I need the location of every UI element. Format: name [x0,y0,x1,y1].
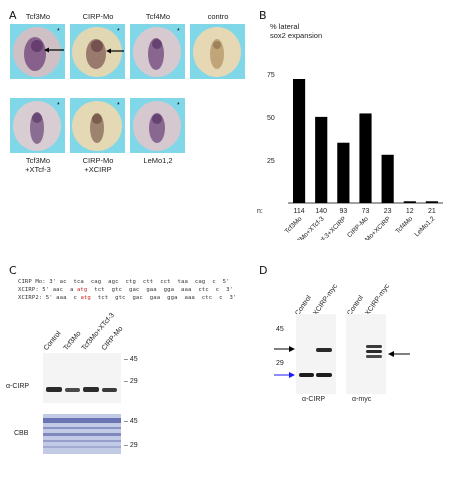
marker-tick-45-top: – 45 [124,356,138,363]
lane-label-tcf3mo: Tcf3Mo [62,330,83,352]
western-blot-d-acirp [296,314,336,394]
lane-label-control: Control [42,330,63,352]
sequence-alignment: CIRP Mo: 3' ac tca cag agc ctg ctt cct t… [18,279,243,303]
marker-tick-29-top: – 29 [124,378,138,385]
bar [359,113,372,203]
category-tick-label: Tcf4Mo [394,215,414,235]
n-value-label: 73 [362,208,370,215]
blot-label-d-acirp: α-CIRP [302,396,326,403]
n-prefix-label: n: [257,208,263,215]
bar [425,201,439,203]
marker-d-45: 45 [276,326,284,333]
panel-b-letter: B [259,9,267,22]
blot-label-d-amyc: α-myc [352,396,372,403]
tile-label-control: contro [207,12,229,21]
tile-label-tcf4mo: Tcf4Mo [145,12,171,21]
embryo-image-control [190,24,245,79]
blot-label-acirp: α-CIRP [6,383,30,390]
tile-label-tcf3mo: Tcf3Mo [25,12,51,21]
embryo-image-tcf4mo: * [130,24,185,79]
svg-text:*: * [117,102,120,109]
bar [292,79,306,203]
bar [403,201,416,203]
chart-ylabel-line1: % lateral [270,22,300,31]
svg-text:*: * [57,28,60,35]
y-tick-label: 50 [267,115,275,122]
arrow-black-left [274,346,295,352]
marker-d-29: 29 [276,360,284,367]
tile-label-lemo: LeMo1,2 [143,156,173,165]
cbb-stained-gel [43,414,121,454]
panel-d-letter: D [259,264,268,277]
chart-ylabel-line2: sox2 expansion [270,31,323,40]
svg-text:*: * [177,102,180,109]
n-value-label: 23 [384,208,392,215]
lane-label-d-xcirpmyc-left: XCIRP-myc [312,283,339,317]
embryo-image-cirpmo: * [70,24,125,79]
n-value-label: 93 [339,208,347,215]
western-blot-cirp [43,353,121,403]
panel-c-letter: C [9,264,17,277]
y-tick-label: 25 [267,158,275,165]
embryo-image-tcf3mo: * [10,24,65,79]
svg-text:*: * [177,28,180,35]
svg-text:*: * [57,102,60,109]
n-value-label: 12 [406,208,414,215]
seq-row-xcirp: XCIRP: 5' aac a atg tct gtc gac gaa gga … [18,287,234,293]
n-value-label: 21 [428,208,436,215]
seq-row-xcirp2: XCIRP2: 5' aaa c atg tct gtc gac gaa gga… [18,295,237,301]
embryo-image-lemo: * [130,98,185,153]
panel-a-letter: A [9,9,17,22]
svg-text:*: * [117,28,120,35]
lane-label-d-xcirpmyc-right: XCIRP-myc [364,283,391,317]
bar [337,142,350,203]
bar [381,154,394,203]
embryo-image-cirpmo-rescue: * [70,98,125,153]
tile-label-cirpmo-rescue: CIRP-Mo +XCIRP [82,156,114,174]
n-value-label: 114 [293,208,304,215]
arrow-black-right [388,351,410,357]
arrow-blue-left [274,372,295,378]
marker-tick-45-bottom: – 45 [124,418,138,425]
embryo-image-tcf3mo-rescue: * [10,98,65,153]
gel-label-cbb: CBB [14,430,29,437]
marker-tick-29-bottom: – 29 [124,442,138,449]
tile-label-cirpmo: CIRP-Mo [82,12,114,21]
western-blot-d-amyc [346,314,386,394]
seq-row-cirp-mo: CIRP Mo: 3' ac tca cag agc ctg ctt cct t… [18,279,230,285]
y-tick-label: 75 [267,72,275,79]
category-tick-label: Tcf3Mo [284,215,304,235]
bar [315,116,328,203]
n-value-label: 140 [315,208,327,215]
tile-label-tcf3mo-rescue: Tcf3Mo +XTcf-3 [25,156,51,174]
category-tick-label: LeMo1,2 [414,215,437,238]
